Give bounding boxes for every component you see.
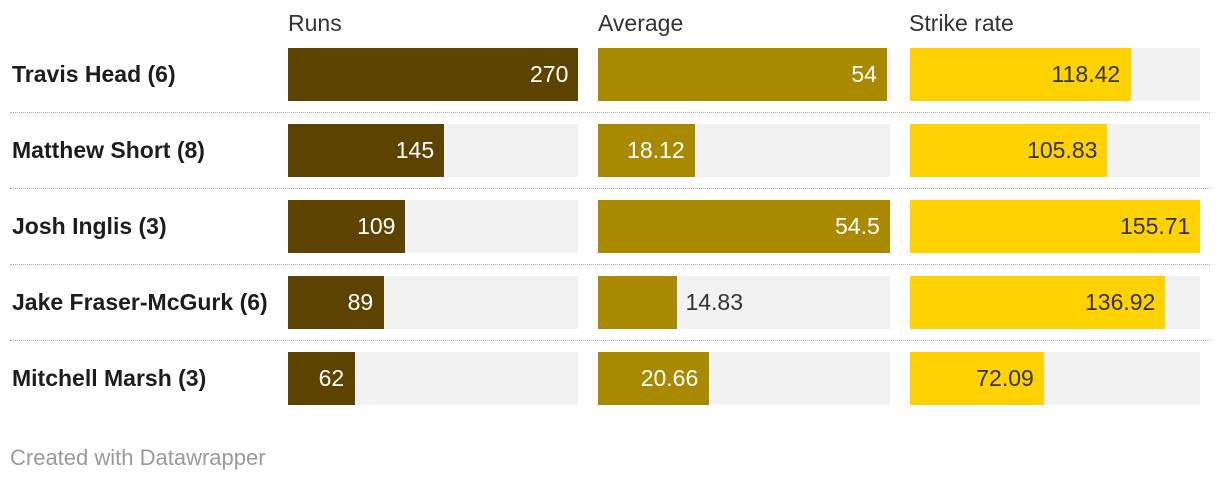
bar-track-average: 18.12 [598,124,890,177]
value-label-average: 54 [851,61,877,87]
bar-runs [288,352,355,405]
bar-average [598,124,696,177]
table-row: Josh Inglis (3) 109 54.5 155.71 [0,188,1220,264]
bar-strike-rate [910,200,1200,253]
bar-table: Runs Average Strike rate Travis Head (6)… [0,10,1220,416]
credit-link[interactable]: Created with Datawrapper [10,445,266,470]
table-row: Mitchell Marsh (3) 62 20.66 72.09 [0,340,1220,416]
table-row: Matthew Short (8) 145 18.12 105.83 [0,112,1220,188]
bar-runs [288,48,578,101]
bar-average [598,276,678,329]
table-row: Travis Head (6) 270 54 118.42 [0,36,1220,112]
bar-track-average: 54 [598,48,890,101]
row-label: Jake Fraser-McGurk (6) [12,289,268,315]
value-label-strike-rate: 155.71 [1120,213,1191,239]
value-label-average: 20.66 [640,365,699,391]
row-label: Matthew Short (8) [12,137,205,163]
bar-track-runs: 145 [288,124,578,177]
bar-average [598,48,888,101]
value-label-strike-rate: 105.83 [1027,137,1098,163]
row-divider [10,340,1210,341]
row-divider [10,188,1210,189]
table-row: Jake Fraser-McGurk (6) 89 14.83 136.92 [0,264,1220,340]
bar-strike-rate [910,124,1108,177]
bar-runs [288,200,406,253]
bar-track-strike-rate: 105.83 [910,124,1200,177]
bar-strike-rate [910,276,1165,329]
bar-track-strike-rate: 72.09 [910,352,1200,405]
bar-track-runs: 109 [288,200,578,253]
row-label: Travis Head (6) [12,61,176,87]
bar-average [598,352,709,405]
bar-track-strike-rate: 155.71 [910,200,1200,253]
bar-track-runs: 89 [288,276,578,329]
column-header-runs: Runs [288,10,342,36]
column-header-strike-rate: Strike rate [909,10,1014,36]
bar-strike-rate [910,48,1131,101]
bar-track-average: 14.83 [598,276,890,329]
value-label-strike-rate: 118.42 [1051,61,1121,87]
value-label-runs: 145 [395,137,435,163]
value-label-strike-rate: 72.09 [976,365,1034,391]
row-divider [10,112,1210,113]
bar-runs [288,276,384,329]
bar-track-strike-rate: 118.42 [910,48,1200,101]
bar-track-average: 20.66 [598,352,890,405]
value-label-runs: 62 [318,365,345,391]
row-label: Josh Inglis (3) [12,213,167,239]
row-divider [10,264,1210,265]
row-label: Mitchell Marsh (3) [12,365,207,391]
value-label-strike-rate: 136.92 [1085,289,1156,315]
bar-average [598,200,890,253]
value-label-average: 18.12 [627,137,685,163]
bar-strike-rate [910,352,1045,405]
value-label-runs: 270 [530,61,569,87]
value-label-average: 14.83 [685,289,744,315]
value-label-runs: 109 [357,213,396,239]
value-label-average: 54.5 [835,213,880,239]
bar-runs [288,124,444,177]
bar-track-runs: 62 [288,352,578,405]
column-header-average: Average [598,10,684,36]
value-label-runs: 89 [347,289,374,315]
bar-track-strike-rate: 136.92 [910,276,1200,329]
bar-track-runs: 270 [288,48,578,101]
bar-track-average: 54.5 [598,200,890,253]
